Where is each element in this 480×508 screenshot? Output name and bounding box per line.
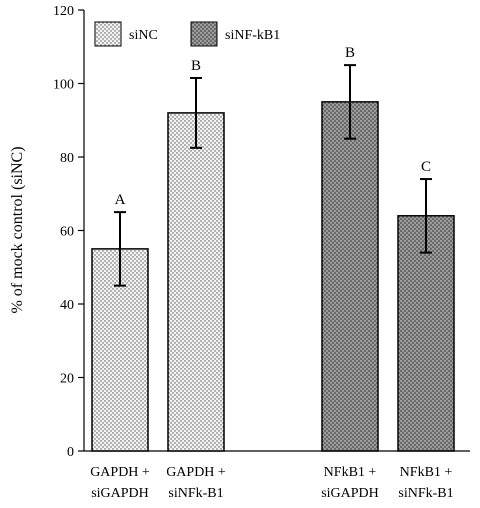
y-tick-label: 60 xyxy=(60,225,74,240)
significance-label: C xyxy=(421,159,431,175)
y-axis-title: % of mock control (siNC) xyxy=(9,146,26,313)
bar xyxy=(167,112,225,452)
significance-label: B xyxy=(345,45,355,61)
legend: siNC siNF-kB1 xyxy=(94,21,280,47)
legend-label-sinfkb1: siNF-kB1 xyxy=(225,28,280,43)
category-label-line1: NFkB1 + xyxy=(400,465,453,480)
bar xyxy=(321,101,379,452)
category-label-line2: siNFk-B1 xyxy=(168,486,223,501)
y-tick-label: 120 xyxy=(53,4,74,19)
y-tick-label: 0 xyxy=(67,445,74,460)
category-label-line2: siGAPDH xyxy=(91,486,149,501)
y-tick-label: 80 xyxy=(60,151,74,166)
y-tick-label: 40 xyxy=(60,298,74,313)
bars: A GAPDH + siGAPDH B GAPDH + siNFk-B1 B NFkB1 + s… xyxy=(90,45,455,501)
category-label-line2: siNFk-B1 xyxy=(398,486,453,501)
legend-swatch-sinc xyxy=(94,21,122,47)
category-label-line2: siGAPDH xyxy=(321,486,379,501)
category-label-line1: GAPDH + xyxy=(166,465,226,480)
y-tick-label: 100 xyxy=(53,78,74,93)
legend-label-sinc: siNC xyxy=(129,28,158,43)
significance-label: B xyxy=(191,58,201,74)
y-tick-label: 20 xyxy=(60,372,74,387)
significance-label: A xyxy=(115,192,126,208)
category-label-line1: GAPDH + xyxy=(90,465,150,480)
category-label-line1: NFkB1 + xyxy=(324,465,377,480)
legend-swatch-sinfkb1 xyxy=(190,21,218,47)
